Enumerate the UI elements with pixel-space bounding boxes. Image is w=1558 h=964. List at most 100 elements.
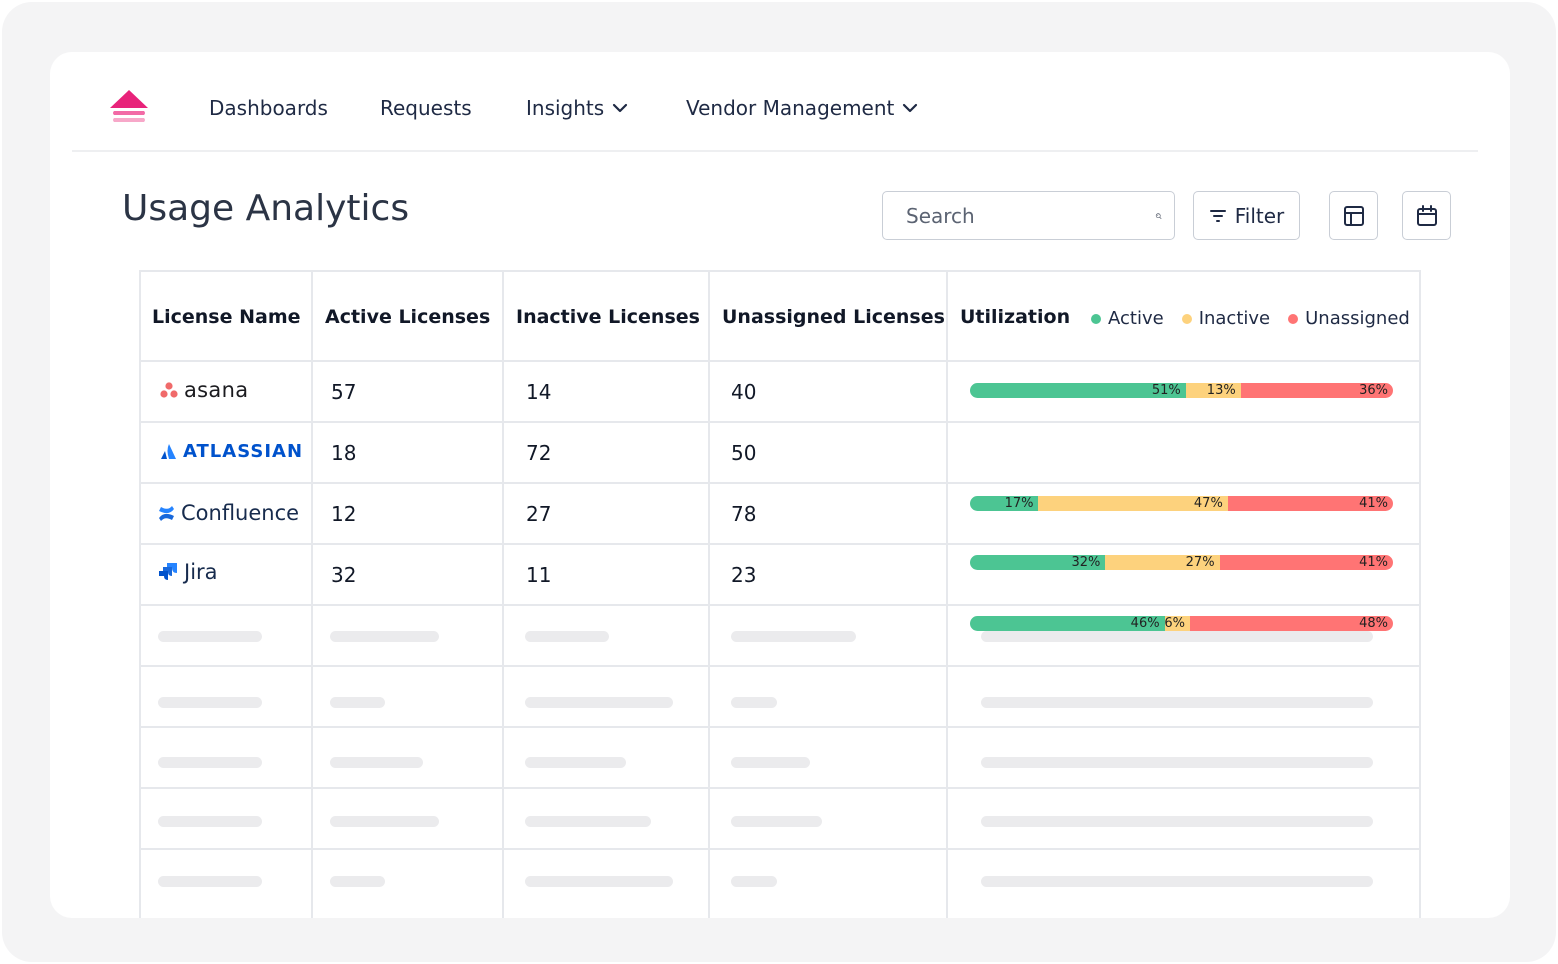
license-asana[interactable]: asana [160,378,248,402]
page-title: Usage Analytics [122,188,410,229]
loading-placeholder [981,697,1373,708]
unassigned-count: 23 [731,563,757,587]
calendar-button[interactable] [1402,191,1451,240]
loading-placeholder [981,816,1373,827]
header-utilization[interactable]: Utilization [960,306,1071,328]
active-count: 18 [331,441,357,465]
table-row-divider [139,665,1421,667]
loading-placeholder [981,631,1373,642]
utilization-active-segment: 46% [970,616,1165,631]
utilization-percent-label: 32% [1071,555,1101,570]
nav-dashboards[interactable]: Dashboards [209,96,328,120]
header-inactive-licenses[interactable]: Inactive Licenses [516,306,700,328]
filter-button[interactable]: Filter [1193,191,1300,240]
loading-placeholder [158,876,262,887]
search-input[interactable] [883,192,1155,239]
utilization-percent-label: 17% [1004,496,1034,511]
utilization-bar: 32% 27% 41% [970,555,1393,570]
table-column-divider [946,270,948,918]
app-logo-icon[interactable] [108,88,150,128]
table-border [1419,270,1421,918]
loading-placeholder [330,631,439,642]
loading-placeholder [981,876,1373,887]
table-row-divider [139,604,1421,606]
loading-placeholder [330,697,385,708]
utilization-inactive-segment: 13% [1185,383,1241,398]
utilization-percent-label: 46% [1130,616,1160,631]
loading-placeholder [330,876,385,887]
loading-placeholder [330,816,439,827]
table-row-divider [139,360,1421,362]
loading-placeholder [981,757,1373,768]
legend-item-active: Active [1091,308,1164,329]
table-row-divider [139,848,1421,850]
nav-requests-label: Requests [380,96,472,120]
legend-unassigned-dot [1288,313,1299,324]
filter-icon [1209,209,1226,222]
legend-active-label: Active [1108,308,1164,329]
table-row-divider [139,421,1421,423]
license-jira[interactable]: Jira [158,560,218,584]
nav-insights-label: Insights [526,96,605,120]
loading-placeholder [731,876,777,887]
nav-requests[interactable]: Requests [380,96,472,120]
utilization-unassigned-segment: 41% [1219,555,1393,570]
nav-vendor-management[interactable]: Vendor Management [686,96,918,120]
license-confluence[interactable]: Confluence [158,501,299,525]
active-count: 12 [331,502,357,526]
active-count: 32 [331,563,357,587]
utilization-bar: 46% 6% 48% [970,616,1393,631]
unassigned-count: 78 [731,502,757,526]
legend-active-dot [1091,313,1101,324]
utilization-unassigned-segment: 48% [1189,616,1393,631]
confluence-logo-icon [159,505,174,521]
table-view-button[interactable] [1329,191,1378,240]
legend-unassigned-label: Unassigned [1305,308,1410,329]
table-row-divider [139,543,1421,545]
utilization-inactive-segment: 47% [1038,496,1228,511]
table-row-divider [139,787,1421,789]
utilization-percent-label: 41% [1359,496,1388,511]
filter-button-label: Filter [1234,203,1285,228]
license-name: Confluence [181,501,300,525]
nav-dashboards-label: Dashboards [209,96,328,120]
utilization-unassigned-segment: 36% [1240,383,1393,398]
legend-item-unassigned: Unassigned [1288,308,1410,329]
nav-divider [72,150,1478,152]
app-card: Dashboards Requests Insights Vendor Mana… [50,52,1510,918]
license-atlassian[interactable]: ATLASSIAN [160,441,303,462]
header-unassigned-licenses[interactable]: Unassigned Licenses [722,306,945,328]
legend-inactive-dot [1181,313,1192,324]
utilization-inactive-segment: 6% [1164,616,1190,631]
search-icon[interactable] [1155,204,1162,228]
table-border [139,270,1421,272]
inactive-count: 11 [526,563,552,587]
utilization-active-segment: 51% [970,383,1186,398]
loading-placeholder [731,757,810,768]
table-column-divider [311,270,313,918]
header-license-name[interactable]: License Name [152,306,301,328]
utilization-percent-label: 13% [1206,383,1236,398]
loading-placeholder [525,631,609,642]
search-box[interactable] [882,191,1175,240]
table-row-divider [139,482,1421,484]
table-column-divider [502,270,504,918]
loading-placeholder [731,816,822,827]
loading-placeholder [525,876,673,887]
asana-logo-icon [160,382,178,398]
inactive-count: 72 [526,441,552,465]
loading-placeholder [158,816,262,827]
loading-placeholder [525,697,673,708]
usage-table: License Name Active Licenses Inactive Li… [139,270,1421,918]
table-layout-icon [1343,205,1364,226]
utilization-unassigned-segment: 41% [1227,496,1393,511]
utilization-bar: 51% 13% 36% [970,383,1393,398]
atlassian-logo-icon [161,444,176,459]
nav-insights[interactable]: Insights [526,96,628,120]
calendar-icon [1416,204,1437,226]
table-row-divider [139,726,1421,728]
header-active-licenses[interactable]: Active Licenses [325,306,491,328]
loading-placeholder [330,757,423,768]
legend-inactive-label: Inactive [1198,308,1271,329]
